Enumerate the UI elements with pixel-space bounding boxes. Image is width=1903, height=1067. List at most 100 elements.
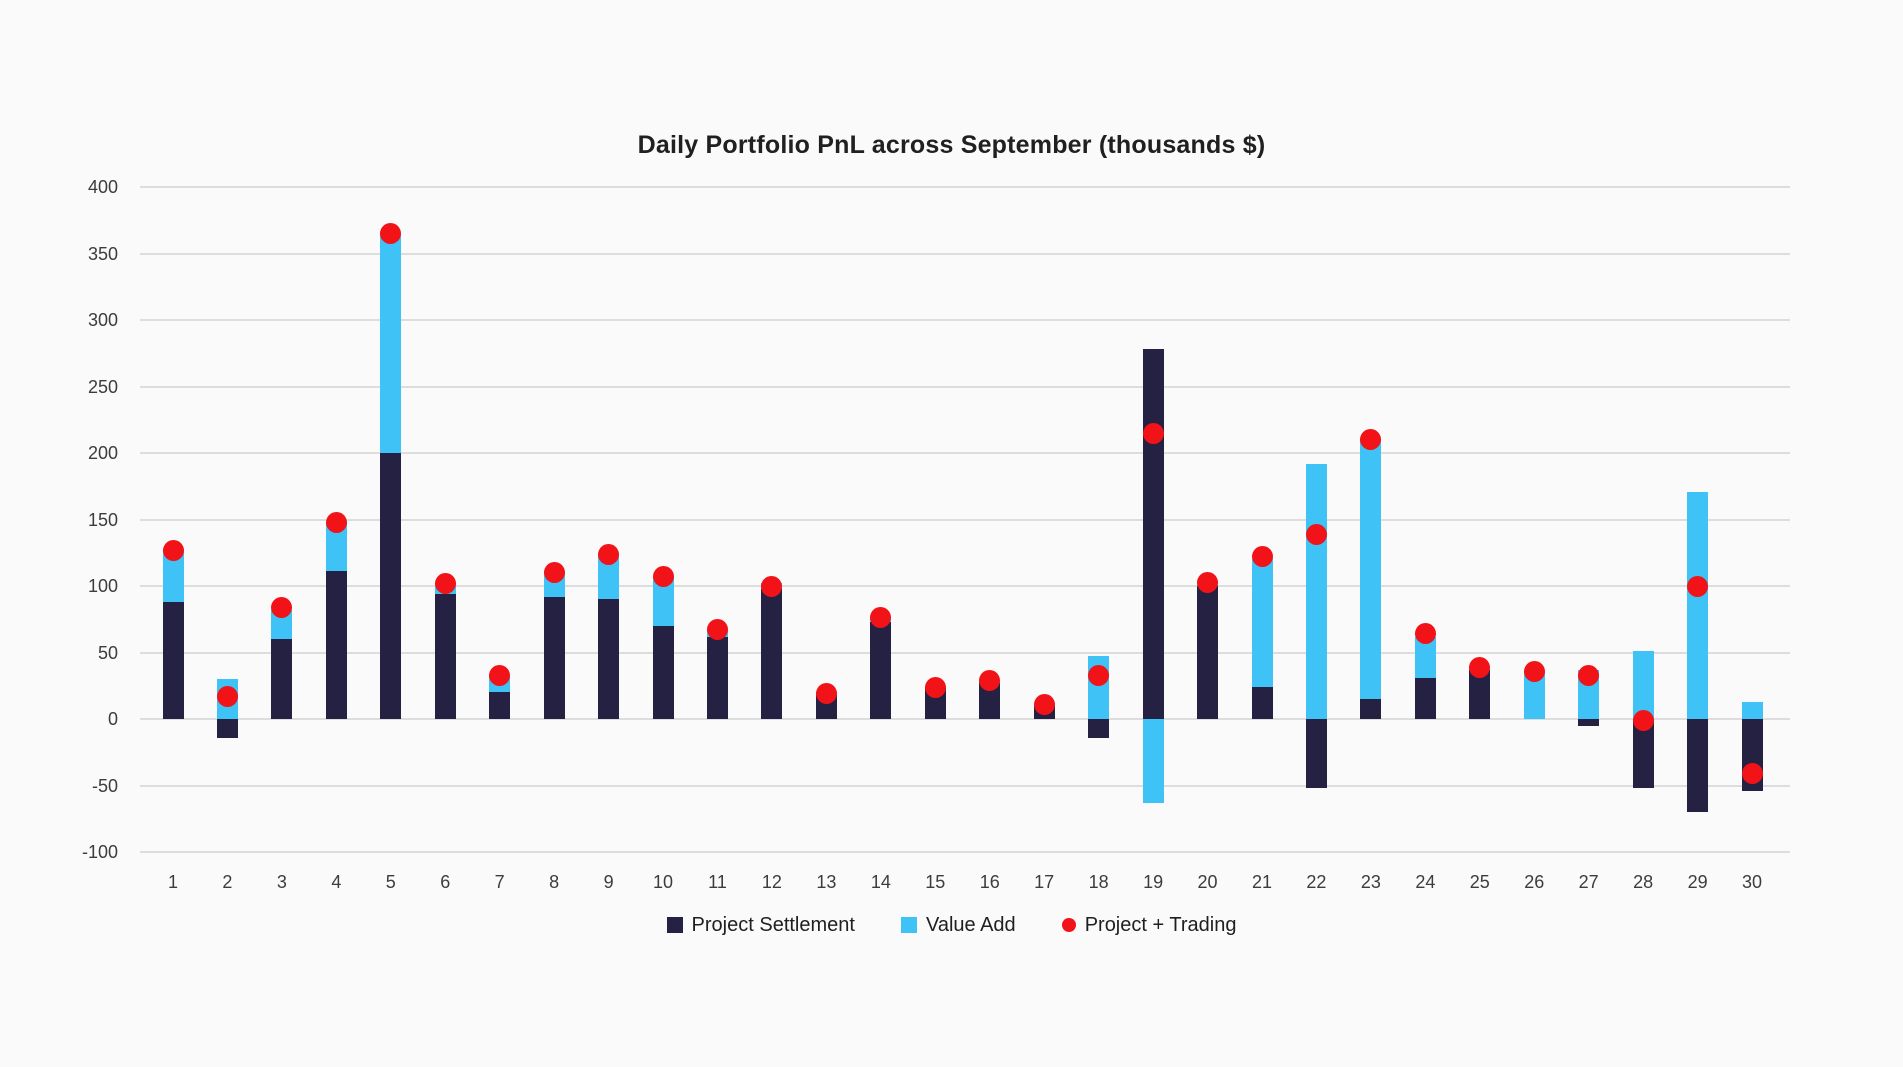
project-trading-dot xyxy=(1578,664,1600,686)
bar-project-settlement xyxy=(598,599,620,719)
x-axis-label: 11 xyxy=(708,872,727,892)
project-trading-dot-icon xyxy=(1061,918,1076,932)
bar-value-add xyxy=(1142,719,1164,803)
gridline xyxy=(140,718,1790,720)
bar-project-settlement xyxy=(1197,586,1219,719)
x-axis-label: 1 xyxy=(167,872,178,892)
gridline xyxy=(140,585,1790,587)
project-trading-dot xyxy=(1632,709,1654,731)
project-trading-dot xyxy=(598,543,620,565)
x-axis-label: 30 xyxy=(1742,872,1763,892)
bar-project-settlement xyxy=(1632,719,1654,789)
bar-value-add xyxy=(1360,439,1382,700)
project-trading-dot xyxy=(1033,693,1055,715)
project-trading-dot xyxy=(979,669,1001,691)
bar-project-settlement xyxy=(707,636,728,719)
project-trading-dot xyxy=(271,596,293,618)
x-axis-label: 22 xyxy=(1306,872,1327,892)
gridline xyxy=(140,252,1790,255)
legend-label: Value Add xyxy=(925,913,1016,936)
bar-project-settlement xyxy=(1414,677,1436,719)
bar-project-settlement xyxy=(1251,687,1273,719)
x-axis-label: 24 xyxy=(1415,872,1436,892)
x-axis-label: 3 xyxy=(276,872,287,892)
bar-project-settlement xyxy=(325,571,347,719)
bar-project-settlement xyxy=(1687,719,1709,813)
x-axis-label: 14 xyxy=(870,872,891,892)
project-trading-dot xyxy=(325,511,347,533)
x-axis-label: 2 xyxy=(222,872,233,892)
project-trading-dot xyxy=(815,683,837,705)
bar-value-add xyxy=(1523,671,1545,719)
x-axis-label: 29 xyxy=(1687,872,1708,892)
x-axis-label: 19 xyxy=(1143,872,1164,892)
bar-value-add xyxy=(1741,701,1763,719)
x-axis-label: 15 xyxy=(925,872,946,892)
gridline xyxy=(140,784,1790,787)
x-axis-label: 20 xyxy=(1197,872,1218,892)
project-trading-dot xyxy=(1197,571,1219,593)
y-axis-tick-label: 0 xyxy=(107,709,118,729)
x-axis-label: 4 xyxy=(331,872,342,892)
bar-value-add xyxy=(380,233,402,453)
project-trading-dot xyxy=(162,539,184,561)
x-axis-label: 6 xyxy=(440,872,451,892)
x-axis-label: 18 xyxy=(1088,872,1109,892)
bar-project-settlement xyxy=(761,588,783,719)
project-trading-dot xyxy=(761,575,783,597)
project-trading-dot xyxy=(1523,660,1545,682)
gridline xyxy=(140,452,1790,454)
y-axis-tick-label: -50 xyxy=(91,775,118,796)
legend-item-project-settlement[interactable]: Project Settlement xyxy=(666,913,855,937)
bar-value-add xyxy=(652,576,674,626)
gridline xyxy=(140,385,1790,388)
bar-project-settlement xyxy=(543,596,565,719)
x-axis-label: 9 xyxy=(603,872,614,892)
project-trading-dot xyxy=(924,676,946,698)
y-axis-tick-label: -100 xyxy=(81,842,118,862)
bar-project-settlement xyxy=(1305,719,1327,789)
x-axis-label: 7 xyxy=(494,872,505,892)
bar-project-settlement xyxy=(216,719,238,738)
y-axis-tick-label: 350 xyxy=(87,243,118,264)
x-axis-label: 21 xyxy=(1251,872,1273,892)
y-axis-tick-label: 300 xyxy=(87,310,118,330)
legend: Project Settlement Value Add Project + T… xyxy=(0,905,1903,945)
x-axis-label: 26 xyxy=(1524,872,1545,892)
legend-item-value-add[interactable]: Value Add xyxy=(900,913,1016,937)
y-axis-tick-label: 150 xyxy=(87,509,118,530)
bar-project-settlement xyxy=(271,639,293,719)
y-axis-tick-label: 200 xyxy=(87,443,118,463)
y-axis-tick-label: 50 xyxy=(97,642,118,663)
bar-project-settlement xyxy=(979,683,1001,719)
project-trading-dot xyxy=(1360,429,1382,451)
chart-title: Daily Portfolio PnL across September (th… xyxy=(637,131,1266,159)
bar-value-add xyxy=(1251,559,1273,688)
project-trading-dot xyxy=(1251,546,1273,568)
project-trading-dot xyxy=(1469,656,1491,678)
gridline xyxy=(140,186,1790,188)
bar-value-add xyxy=(1632,651,1654,719)
x-axis-label: 8 xyxy=(549,872,560,892)
bar-project-settlement xyxy=(434,593,456,719)
x-axis-label: 27 xyxy=(1578,872,1599,892)
bar-project-settlement xyxy=(489,692,511,719)
legend-item-project-trading[interactable]: Project + Trading xyxy=(1061,913,1237,937)
y-axis-tick-label: 250 xyxy=(87,376,118,397)
legend-label: Project + Trading xyxy=(1084,913,1237,936)
project-trading-dot xyxy=(707,619,728,641)
bar-value-add xyxy=(598,554,620,600)
x-axis-label: 13 xyxy=(816,872,837,892)
gridline xyxy=(140,319,1790,321)
x-axis-label: 25 xyxy=(1469,872,1490,892)
project-trading-dot xyxy=(543,562,565,584)
gridline xyxy=(140,518,1790,521)
y-axis-tick-label: 100 xyxy=(87,576,118,596)
bar-value-add xyxy=(325,523,347,572)
legend-label: Project Settlement xyxy=(691,913,855,936)
bar-value-add xyxy=(1687,491,1709,719)
project-trading-dot xyxy=(434,572,456,594)
gridline xyxy=(140,851,1790,853)
bar-project-settlement xyxy=(870,621,892,719)
